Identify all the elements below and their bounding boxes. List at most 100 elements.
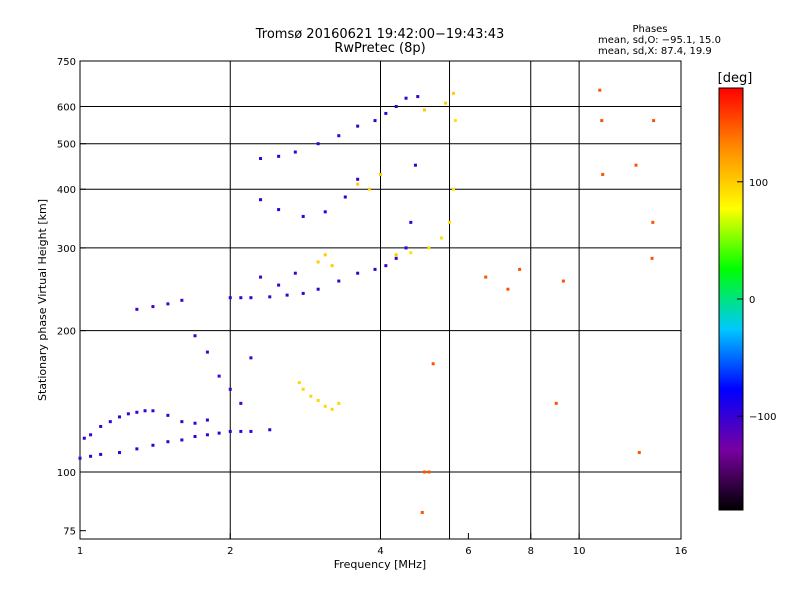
data-point (323, 253, 327, 257)
data-point (126, 412, 130, 416)
data-point (420, 510, 424, 514)
data-point (259, 157, 263, 161)
data-points (78, 88, 656, 514)
data-point (323, 210, 327, 214)
data-point (180, 420, 184, 424)
phase-info-o: mean, sd,O: −95.1, 15.0 (598, 35, 721, 46)
data-point (166, 440, 170, 444)
data-point (239, 401, 243, 405)
data-point (448, 220, 452, 224)
data-point (634, 163, 638, 167)
data-point (416, 95, 420, 99)
colorbar-tick-label: 100 (749, 178, 768, 189)
y-axis-ticks: 75 100 200 300 400 500 600 750 (57, 57, 86, 538)
y-tick-label: 500 (57, 140, 76, 151)
phase-info-x: mean, sd,X: 87.4, 19.9 (598, 46, 712, 57)
data-point (309, 394, 313, 398)
colorbar-tick-label: −100 (749, 412, 776, 423)
data-point (239, 429, 243, 433)
data-point (444, 101, 448, 105)
data-point (422, 470, 426, 474)
data-point (151, 443, 155, 447)
data-point (205, 418, 209, 422)
data-point (249, 429, 253, 433)
data-point (409, 220, 413, 224)
colorbar-ticks: 100 0 −100 (737, 178, 776, 423)
data-point (277, 283, 281, 287)
chart-subtitle: RwPretec (8p) (334, 41, 426, 56)
data-point (151, 305, 155, 309)
data-point (601, 172, 605, 176)
gridlines (80, 61, 681, 539)
data-point (316, 260, 320, 264)
data-point (301, 214, 305, 218)
data-point (373, 119, 377, 123)
data-point (356, 271, 360, 275)
data-point (343, 195, 347, 199)
x-tick-label: 4 (377, 546, 383, 557)
x-tick-label: 1 (77, 546, 83, 557)
data-point (118, 415, 122, 419)
x-axis-ticks: 1 2 4 6 8 10 16 (77, 533, 688, 557)
data-point (404, 246, 408, 250)
data-point (301, 387, 305, 391)
data-point (356, 177, 360, 181)
data-point (337, 134, 341, 138)
colorbar-tick-label: 0 (749, 295, 755, 306)
data-point (427, 470, 431, 474)
data-point (151, 409, 155, 413)
x-tick-label: 16 (675, 546, 688, 557)
data-point (166, 302, 170, 306)
data-point (143, 409, 147, 413)
data-point (316, 398, 320, 402)
data-point (337, 279, 341, 283)
data-point (99, 452, 103, 456)
data-point (561, 279, 565, 283)
data-point (78, 456, 82, 460)
data-point (431, 362, 435, 366)
y-tick-label: 750 (57, 57, 76, 68)
data-point (356, 182, 360, 186)
x-tick-label: 8 (528, 546, 534, 557)
x-tick-label: 6 (465, 546, 471, 557)
data-point (82, 436, 86, 440)
data-point (554, 401, 558, 405)
data-point (451, 187, 455, 191)
y-axis-label: Stationary phase Virtual Height [km] (36, 199, 49, 401)
y-tick-label: 200 (57, 327, 76, 338)
data-point (518, 267, 522, 271)
y-tick-label: 300 (57, 244, 76, 255)
data-point (330, 264, 334, 268)
data-point (506, 287, 510, 291)
data-point (293, 150, 297, 154)
data-point (285, 293, 289, 297)
data-point (598, 88, 602, 92)
data-point (600, 119, 604, 123)
x-tick-label: 10 (573, 546, 586, 557)
data-point (427, 246, 431, 250)
data-point (297, 381, 301, 385)
y-tick-label: 400 (57, 185, 76, 196)
data-point (440, 236, 444, 240)
data-point (409, 251, 413, 255)
data-point (228, 296, 232, 300)
x-axis-label: Frequency [MHz] (334, 558, 426, 571)
data-point (451, 91, 455, 95)
data-point (394, 253, 398, 257)
data-point (228, 387, 232, 391)
data-point (484, 275, 488, 279)
data-point (337, 401, 341, 405)
data-point (180, 438, 184, 442)
data-point (180, 298, 184, 302)
data-point (193, 334, 197, 338)
data-point (239, 296, 243, 300)
data-point (259, 275, 263, 279)
data-point (330, 407, 334, 411)
data-point (384, 264, 388, 268)
data-point (205, 350, 209, 354)
data-point (413, 163, 417, 167)
data-point (404, 96, 408, 100)
data-point (249, 356, 253, 360)
data-point (268, 428, 272, 432)
